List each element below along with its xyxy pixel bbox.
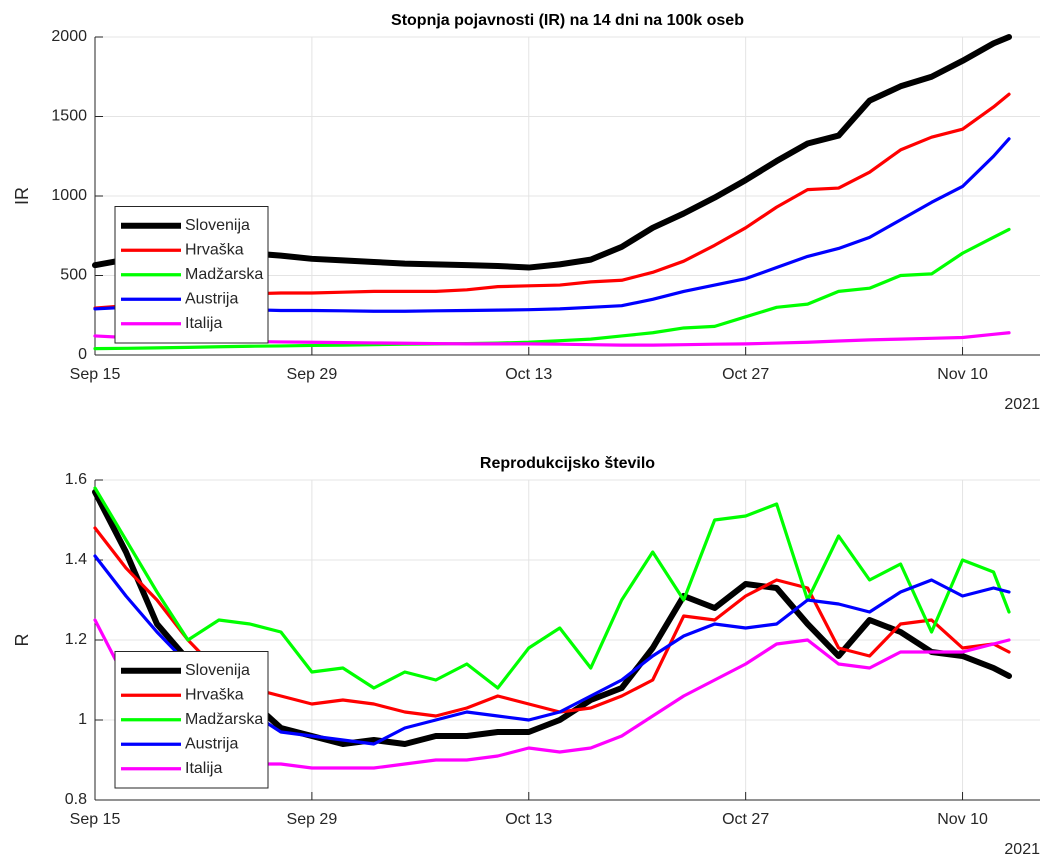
legend-label: Slovenija <box>185 662 250 679</box>
legend-label: Italija <box>185 760 222 777</box>
series-line <box>93 227 1011 351</box>
x-tick-label: Sep 29 <box>287 366 338 383</box>
x-tick-label: Oct 13 <box>505 366 552 383</box>
x-tick-label: Nov 10 <box>937 366 988 383</box>
legend-label: Austrija <box>185 290 238 307</box>
x-tick-label: Oct 13 <box>505 811 552 828</box>
x-tick-label: Oct 27 <box>722 366 769 383</box>
x-year-label: 2021 <box>1004 841 1040 858</box>
x-tick-label: Sep 29 <box>287 811 338 828</box>
legend-label: Madžarska <box>185 266 263 283</box>
subplot: 0 500 1000 1500 2000 Sep 15 Sep 29 Oct 13 Oct 27… <box>12 12 1040 413</box>
legend-label: Hrvaška <box>185 241 244 258</box>
y-tick-label: 1500 <box>51 108 87 125</box>
y-tick-label: 1.6 <box>65 471 87 488</box>
chart-title: Stopnja pojavnosti (IR) na 14 dni na 100… <box>391 12 744 29</box>
series-line <box>93 486 1011 690</box>
y-tick-label: 500 <box>60 267 87 284</box>
x-tick-label: Sep 15 <box>70 811 121 828</box>
legend-label: Madžarska <box>185 711 263 728</box>
y-tick-label: 1.4 <box>65 551 87 568</box>
y-tick-label: 0 <box>78 346 87 363</box>
y-tick-label: 1000 <box>51 187 87 204</box>
subplot: 0.8 1 1.2 1.4 1.6 Sep 15 Sep 29 Oct 13 Oct 27 Nov… <box>12 455 1040 858</box>
legend: Slovenija Hrvaška Madžarska Austrija Italija <box>114 206 269 344</box>
y-tick-label: 1 <box>78 711 87 728</box>
x-tick-label: Sep 15 <box>70 366 121 383</box>
x-year-label: 2021 <box>1004 396 1040 413</box>
chart-title: Reprodukcijsko število <box>480 455 655 472</box>
legend: Slovenija Hrvaška Madžarska Austrija Italija <box>114 651 269 789</box>
x-tick-label: Nov 10 <box>937 811 988 828</box>
x-tick-label: Oct 27 <box>722 811 769 828</box>
legend-label: Austrija <box>185 735 238 752</box>
legend-label: Hrvaška <box>185 686 244 703</box>
y-tick-label: 2000 <box>51 28 87 45</box>
legend-label: Slovenija <box>185 217 250 234</box>
y-tick-label: 0.8 <box>65 791 87 808</box>
y-axis-label: R <box>12 634 32 647</box>
y-axis-label: IR <box>12 187 32 205</box>
legend-label: Italija <box>185 315 222 332</box>
y-tick-label: 1.2 <box>65 631 87 648</box>
